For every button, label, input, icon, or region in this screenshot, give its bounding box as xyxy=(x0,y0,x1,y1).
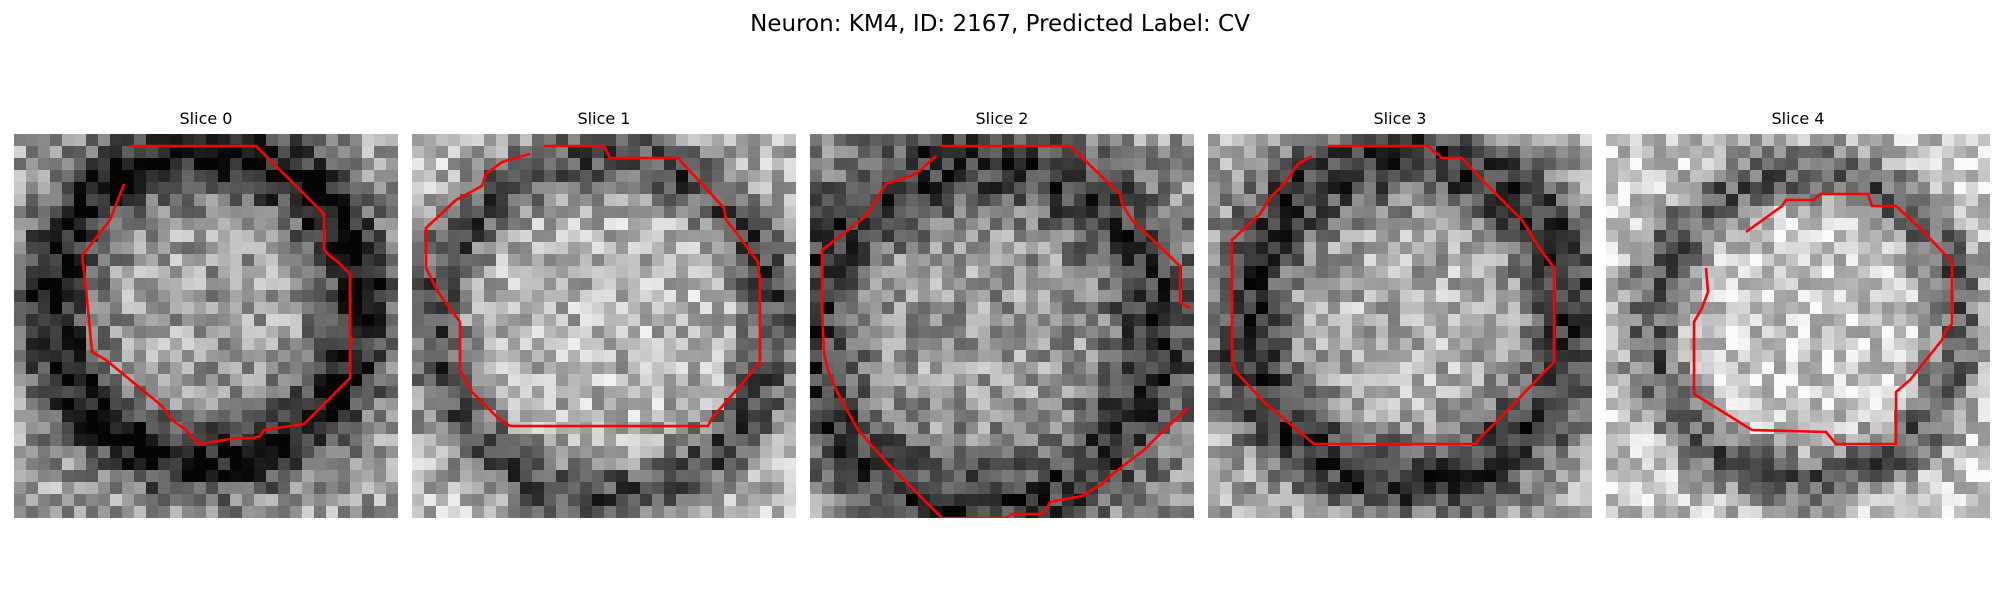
slice-title-2: Slice 2 xyxy=(975,109,1029,128)
contour-outline-0 xyxy=(80,144,354,446)
slice-title-1: Slice 1 xyxy=(577,109,631,128)
figure-title: Neuron: KM4, ID: 2167, Predicted Label: … xyxy=(750,11,1250,37)
contour-outline-4 xyxy=(1692,192,1954,446)
slice-image-4 xyxy=(1606,134,1990,518)
grayscale-pixels-4 xyxy=(1606,134,1990,518)
slice-image-0 xyxy=(14,134,398,518)
contour-outline-2b xyxy=(820,155,1189,518)
grayscale-pixels-3 xyxy=(1208,134,1592,518)
contour-outline-2 xyxy=(940,144,1191,310)
slice-title-4: Slice 4 xyxy=(1771,109,1825,128)
grayscale-pixels-1 xyxy=(412,134,796,518)
grayscale-pixels-2 xyxy=(810,134,1194,518)
slice-title-3: Slice 3 xyxy=(1373,109,1427,128)
slice-image-2 xyxy=(810,134,1194,518)
contour-outline-1 xyxy=(424,144,762,428)
slice-image-3 xyxy=(1208,134,1592,518)
slice-title-0: Slice 0 xyxy=(179,109,233,128)
contour-outline-3 xyxy=(1230,144,1556,446)
grayscale-pixels-0 xyxy=(14,134,398,518)
slice-image-1 xyxy=(412,134,796,518)
